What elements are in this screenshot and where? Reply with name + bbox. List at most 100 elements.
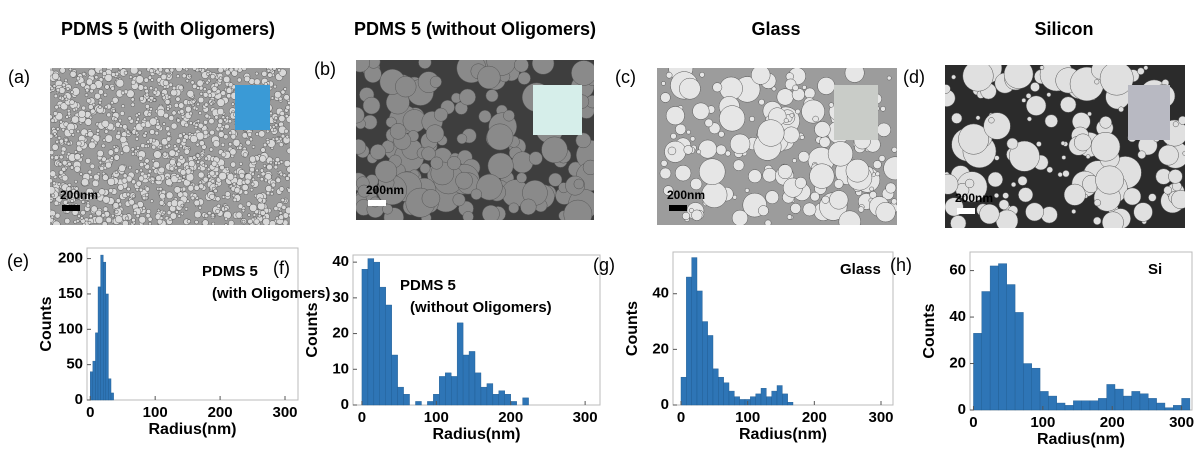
particle <box>1062 156 1066 160</box>
plot-area <box>87 248 298 400</box>
particle <box>692 210 703 221</box>
particle <box>111 73 115 77</box>
particle <box>430 76 441 87</box>
particle <box>395 76 416 97</box>
x-tick-label: 200 <box>208 404 233 421</box>
particle <box>136 181 141 186</box>
particle <box>62 160 67 165</box>
particle <box>176 139 181 144</box>
particle <box>802 85 806 89</box>
particle <box>98 89 103 94</box>
particle <box>82 106 86 110</box>
particle <box>116 79 124 87</box>
particle <box>177 119 181 123</box>
particle <box>105 85 110 90</box>
particle <box>210 130 215 135</box>
particle <box>215 115 219 119</box>
particle <box>127 187 131 191</box>
particle <box>244 76 250 82</box>
particle <box>122 178 127 183</box>
particle <box>188 74 191 77</box>
particle <box>77 130 80 133</box>
particle <box>221 152 226 157</box>
particle <box>186 200 189 203</box>
particle <box>108 150 114 156</box>
bar <box>1048 396 1056 410</box>
bar <box>718 377 723 405</box>
particle <box>69 129 73 133</box>
bar <box>487 384 493 405</box>
panel-label: (g) <box>593 255 615 275</box>
particle <box>225 223 228 226</box>
bar <box>788 402 793 405</box>
particle <box>829 191 848 210</box>
particle <box>273 128 276 131</box>
particle <box>765 220 771 226</box>
particle <box>145 187 150 192</box>
particle <box>1018 176 1027 185</box>
particle <box>192 84 197 89</box>
particle <box>132 195 135 198</box>
particle <box>174 187 181 194</box>
particle <box>204 157 208 161</box>
particle <box>136 76 144 84</box>
particle <box>203 130 208 135</box>
particle <box>487 124 513 150</box>
particle <box>237 78 241 82</box>
particle <box>351 139 366 154</box>
particle <box>125 217 128 220</box>
particle <box>229 131 232 134</box>
particle <box>230 149 236 155</box>
x-axis-label: Radius(nm) <box>739 426 827 443</box>
particle <box>463 211 474 222</box>
particle <box>236 212 242 218</box>
particle <box>189 112 192 115</box>
panel-title: PDMS 5 (without Oligomers) <box>354 19 596 39</box>
bar <box>681 377 686 405</box>
particle <box>266 130 269 133</box>
bar <box>439 376 445 405</box>
particle <box>254 79 260 85</box>
particle <box>814 121 830 137</box>
bar <box>1123 396 1131 410</box>
particle <box>239 173 244 178</box>
particle <box>207 168 210 171</box>
particle <box>941 84 950 93</box>
particle <box>994 156 999 161</box>
bar <box>782 394 787 405</box>
particle <box>186 169 191 174</box>
particle <box>660 93 670 103</box>
x-tick-label: 0 <box>677 409 685 426</box>
particle <box>238 146 242 150</box>
particle <box>96 132 99 135</box>
particle <box>183 175 186 178</box>
bar <box>1015 312 1023 410</box>
particle <box>139 188 143 192</box>
particle <box>55 105 59 109</box>
particle <box>287 188 291 192</box>
bar <box>451 376 457 405</box>
particle <box>813 116 819 122</box>
sem-texture <box>938 52 1190 233</box>
particle <box>171 89 178 96</box>
particle <box>858 207 864 213</box>
particle <box>222 195 225 198</box>
particle <box>98 105 101 108</box>
particle <box>219 77 222 80</box>
particle <box>1173 122 1178 127</box>
particle <box>78 215 81 218</box>
particle <box>542 137 568 163</box>
particle <box>348 107 364 123</box>
panel-label: (f) <box>273 258 290 278</box>
bar <box>1098 398 1106 410</box>
y-tick-label: 20 <box>949 354 966 371</box>
particle <box>1030 82 1039 91</box>
bar <box>398 387 404 405</box>
particle <box>777 89 794 106</box>
particle <box>159 146 162 149</box>
particle <box>266 185 272 191</box>
particle <box>89 214 93 218</box>
particle <box>74 154 80 160</box>
particle <box>1138 151 1146 159</box>
particle <box>51 216 54 219</box>
